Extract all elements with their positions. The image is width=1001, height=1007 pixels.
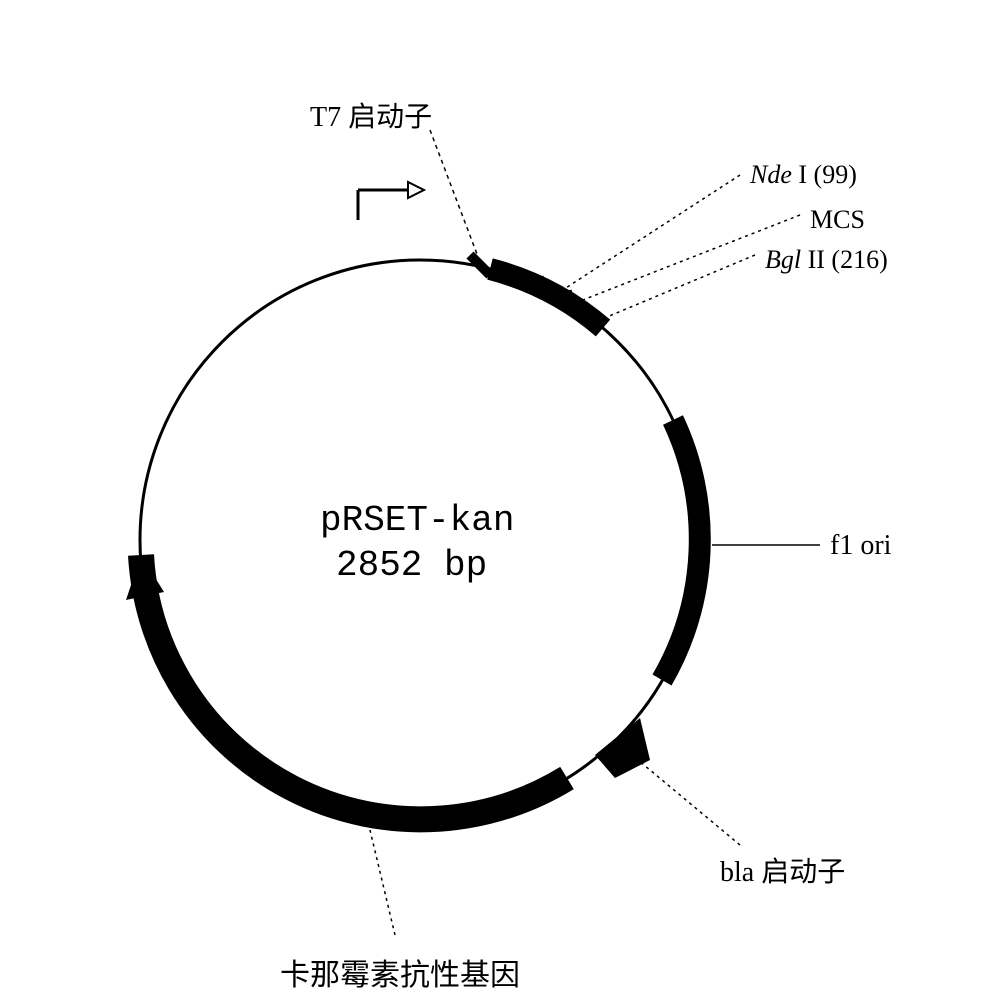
kan-gene-arc bbox=[141, 555, 567, 819]
plasmid-size: 2852 bp bbox=[336, 545, 487, 586]
t7-tick bbox=[470, 255, 490, 275]
bgl-label: Bgl II (216) bbox=[765, 245, 888, 275]
bla-label: bla 启动子 bbox=[720, 850, 845, 890]
mcs-label: MCS bbox=[810, 205, 865, 235]
plasmid-diagram: pRSET-kan 2852 bp T7 启动子 Nde I (99) MCS … bbox=[0, 0, 1001, 1007]
f1-ori-arc bbox=[662, 420, 700, 680]
f1-ori-label: f1 ori bbox=[830, 530, 891, 562]
t7-promoter-arrow-icon bbox=[358, 182, 424, 220]
t7-label: T7 启动子 bbox=[310, 95, 432, 135]
leader-t7 bbox=[430, 130, 480, 262]
leader-kan bbox=[370, 830, 395, 935]
leader-bgl bbox=[595, 255, 755, 322]
nde-label: Nde I (99) bbox=[750, 160, 857, 190]
kan-label: 卡那霉素抗性基因 bbox=[280, 950, 520, 994]
bla-arrow-icon bbox=[595, 718, 650, 778]
plasmid-name: pRSET-kan bbox=[320, 500, 514, 541]
leader-nde bbox=[555, 175, 740, 295]
